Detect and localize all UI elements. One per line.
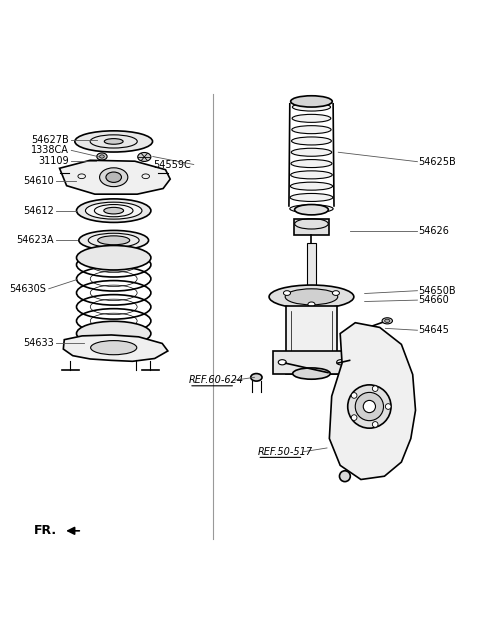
Ellipse shape: [351, 415, 357, 420]
Text: FR.: FR.: [34, 524, 57, 537]
Ellipse shape: [332, 291, 339, 295]
Ellipse shape: [85, 202, 142, 219]
Text: REF.50-517: REF.50-517: [257, 446, 312, 457]
Text: 54626: 54626: [419, 226, 449, 236]
Ellipse shape: [295, 205, 328, 215]
Ellipse shape: [138, 153, 151, 162]
Ellipse shape: [290, 193, 333, 202]
Ellipse shape: [355, 392, 384, 420]
Text: 54650B: 54650B: [419, 286, 456, 296]
Polygon shape: [60, 160, 170, 194]
Text: 54633: 54633: [23, 338, 54, 348]
Text: 54625B: 54625B: [419, 156, 456, 167]
Ellipse shape: [98, 236, 130, 245]
Ellipse shape: [291, 171, 332, 179]
Ellipse shape: [291, 148, 332, 156]
Ellipse shape: [292, 126, 331, 134]
Ellipse shape: [285, 289, 338, 305]
Ellipse shape: [292, 103, 331, 111]
Ellipse shape: [76, 321, 151, 346]
Ellipse shape: [290, 205, 333, 213]
Ellipse shape: [384, 319, 390, 322]
Ellipse shape: [104, 207, 123, 214]
Ellipse shape: [372, 386, 378, 391]
Ellipse shape: [292, 114, 331, 122]
Bar: [273, 351, 349, 373]
Bar: [294, 219, 329, 235]
Ellipse shape: [308, 302, 315, 307]
Ellipse shape: [76, 199, 151, 223]
Ellipse shape: [76, 245, 151, 270]
Bar: [307, 243, 316, 295]
Text: 54630S: 54630S: [10, 284, 47, 294]
Ellipse shape: [348, 385, 391, 428]
Ellipse shape: [278, 360, 286, 365]
Ellipse shape: [372, 422, 378, 427]
Ellipse shape: [351, 392, 357, 398]
Text: 54612: 54612: [23, 205, 54, 216]
Ellipse shape: [291, 96, 332, 107]
Ellipse shape: [385, 404, 391, 410]
Ellipse shape: [269, 285, 354, 308]
Ellipse shape: [79, 230, 148, 250]
Text: REF.60-624: REF.60-624: [189, 375, 244, 385]
Polygon shape: [63, 335, 168, 361]
Ellipse shape: [339, 471, 350, 481]
Ellipse shape: [251, 373, 262, 381]
Ellipse shape: [382, 318, 393, 324]
Ellipse shape: [106, 172, 121, 183]
Ellipse shape: [75, 131, 153, 152]
Text: 54627B: 54627B: [31, 135, 69, 146]
Text: 1338CA: 1338CA: [31, 146, 69, 155]
Ellipse shape: [99, 155, 104, 158]
Ellipse shape: [97, 153, 107, 160]
Ellipse shape: [99, 168, 128, 186]
Ellipse shape: [291, 160, 332, 167]
Polygon shape: [329, 322, 416, 480]
Text: 54610: 54610: [23, 176, 54, 186]
Text: 54559C: 54559C: [154, 160, 192, 170]
Text: 31109: 31109: [38, 156, 69, 166]
Text: 54645: 54645: [419, 325, 449, 335]
Ellipse shape: [293, 368, 330, 379]
Ellipse shape: [363, 401, 375, 413]
Text: 54623A: 54623A: [16, 235, 54, 245]
Ellipse shape: [91, 341, 137, 355]
Ellipse shape: [104, 139, 123, 144]
Ellipse shape: [284, 291, 290, 295]
Ellipse shape: [336, 360, 345, 365]
Ellipse shape: [291, 137, 331, 145]
Ellipse shape: [290, 182, 333, 190]
Text: 54660: 54660: [419, 295, 449, 305]
Bar: [286, 306, 337, 373]
